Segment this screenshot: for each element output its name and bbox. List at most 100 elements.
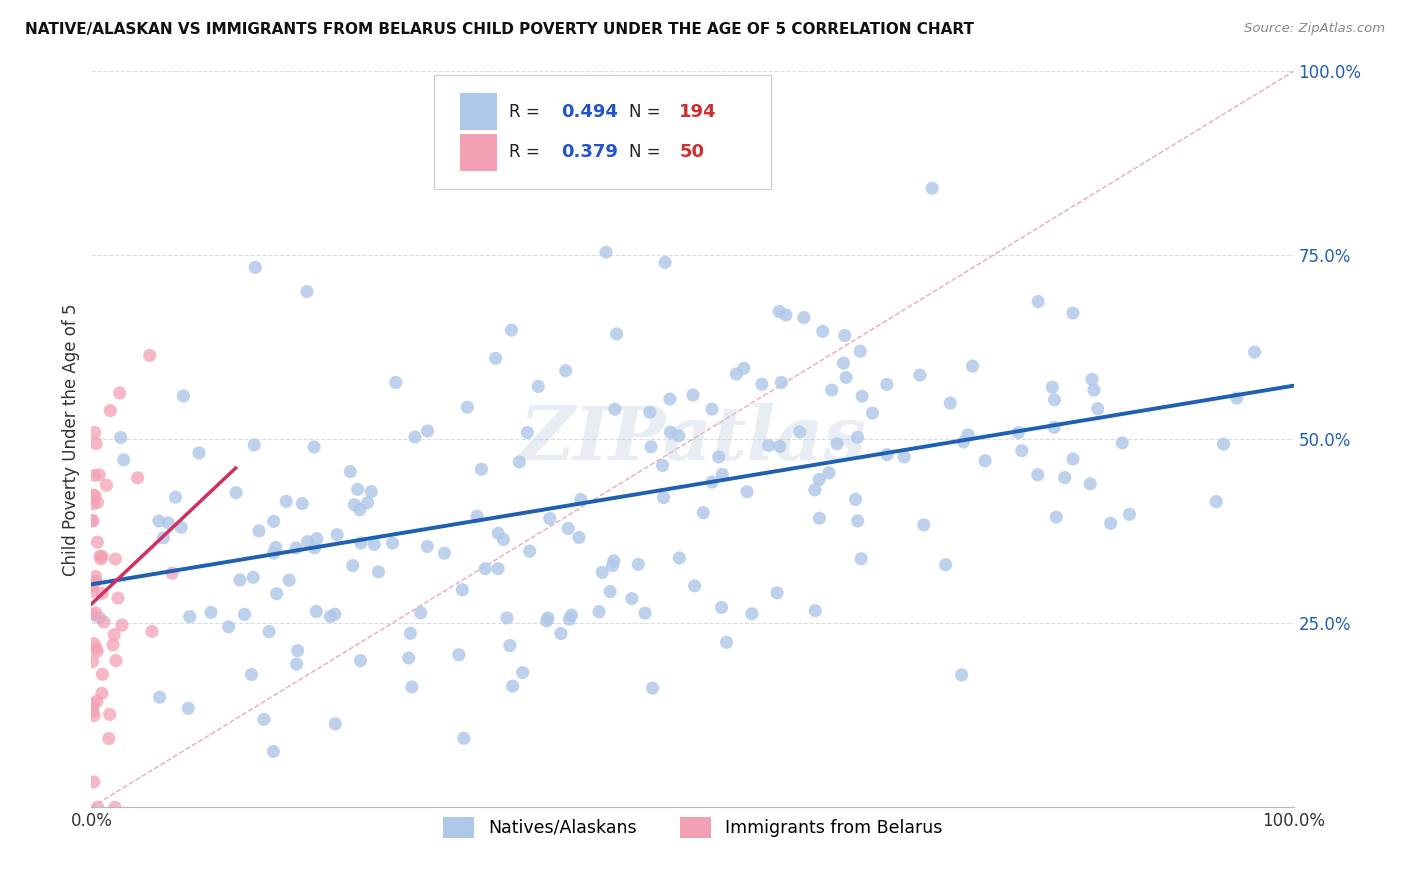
Point	[603, 402, 626, 417]
FancyBboxPatch shape	[460, 134, 496, 170]
Text: N =: N =	[628, 103, 665, 120]
Point	[768, 304, 790, 318]
Text: 0.379: 0.379	[561, 144, 619, 161]
Point	[86, 644, 108, 658]
Text: 50: 50	[679, 144, 704, 161]
Point	[733, 361, 755, 376]
Point	[350, 536, 373, 550]
Point	[319, 609, 342, 624]
Point	[285, 657, 308, 671]
Point	[225, 485, 247, 500]
Point	[339, 465, 361, 479]
Point	[416, 540, 439, 554]
Point	[821, 383, 844, 397]
Point	[508, 455, 530, 469]
Point	[83, 708, 105, 723]
Point	[1007, 425, 1029, 440]
Point	[86, 495, 108, 509]
Point	[606, 326, 628, 341]
Point	[502, 679, 524, 693]
Point	[512, 145, 534, 159]
Point	[640, 440, 662, 454]
Point	[908, 368, 931, 383]
Point	[851, 389, 873, 403]
Point	[769, 439, 792, 453]
Point	[103, 627, 125, 641]
Point	[278, 573, 301, 587]
Point	[1053, 470, 1076, 484]
Point	[409, 606, 432, 620]
Point	[1083, 383, 1105, 397]
Point	[285, 541, 308, 555]
Point	[108, 386, 131, 401]
Point	[453, 731, 475, 746]
Point	[82, 488, 104, 502]
Point	[97, 731, 120, 746]
Point	[104, 800, 127, 814]
Point	[935, 558, 957, 572]
Point	[1111, 435, 1133, 450]
Point	[305, 605, 328, 619]
Point	[297, 534, 319, 549]
Text: NATIVE/ALASKAN VS IMMIGRANTS FROM BELARUS CHILD POVERTY UNDER THE AGE OF 5 CORRE: NATIVE/ALASKAN VS IMMIGRANTS FROM BELARU…	[25, 22, 974, 37]
Point	[257, 624, 280, 639]
Point	[770, 376, 793, 390]
Point	[725, 367, 748, 381]
Point	[557, 521, 579, 535]
Point	[1081, 372, 1104, 386]
Point	[177, 701, 200, 715]
Point	[243, 438, 266, 452]
Point	[538, 511, 561, 525]
Point	[558, 612, 581, 626]
Point	[550, 626, 572, 640]
Point	[84, 436, 107, 450]
Point	[876, 448, 898, 462]
Point	[1045, 510, 1067, 524]
Point	[602, 558, 624, 573]
Point	[793, 310, 815, 325]
Point	[82, 607, 104, 622]
Point	[591, 566, 613, 580]
Point	[433, 546, 456, 560]
Point	[683, 579, 706, 593]
Point	[110, 430, 132, 444]
Point	[287, 643, 309, 657]
Point	[172, 389, 194, 403]
Point	[668, 551, 690, 566]
Point	[82, 704, 104, 718]
Point	[326, 527, 349, 541]
Point	[569, 492, 592, 507]
Point	[139, 348, 162, 362]
Point	[707, 450, 730, 464]
Point	[83, 636, 105, 650]
Point	[346, 483, 368, 497]
Point	[111, 618, 134, 632]
Point	[512, 665, 534, 680]
Point	[82, 579, 104, 593]
Point	[245, 260, 267, 275]
Point	[86, 535, 108, 549]
Point	[536, 614, 558, 628]
Point	[84, 489, 107, 503]
Point	[766, 586, 789, 600]
Point	[107, 591, 129, 606]
Point	[367, 565, 389, 579]
Point	[554, 364, 576, 378]
Point	[668, 429, 690, 443]
Point	[291, 497, 314, 511]
Text: 194: 194	[679, 103, 717, 120]
Point	[950, 668, 973, 682]
Point	[1118, 508, 1140, 522]
Point	[82, 655, 104, 669]
Point	[568, 531, 591, 545]
Point	[149, 690, 172, 705]
Legend: Natives/Alaskans, Immigrants from Belarus: Natives/Alaskans, Immigrants from Belaru…	[434, 808, 950, 847]
Point	[700, 402, 723, 417]
Point	[537, 611, 560, 625]
Point	[496, 611, 519, 625]
Point	[849, 551, 872, 566]
Text: ZIPatlas: ZIPatlas	[519, 403, 866, 475]
Point	[1087, 401, 1109, 416]
FancyBboxPatch shape	[460, 94, 496, 130]
Y-axis label: Child Poverty Under the Age of 5: Child Poverty Under the Age of 5	[62, 303, 80, 575]
